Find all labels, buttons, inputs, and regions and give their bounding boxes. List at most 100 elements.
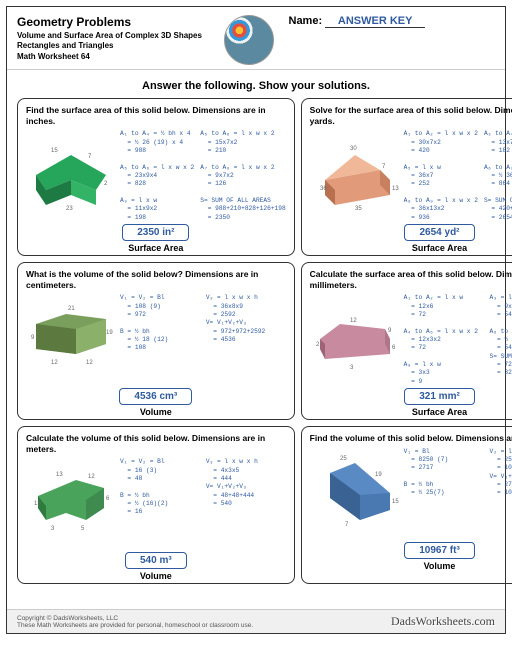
header-left: Geometry Problems Volume and Surface Are… <box>17 15 224 65</box>
shape-diagram: 30 7 13 35 36 <box>310 130 400 215</box>
answer-value: 10967 ft³ <box>404 542 475 559</box>
svg-text:3: 3 <box>51 526 55 532</box>
answer-value: 321 mm² <box>404 388 475 405</box>
answer-row: 4536 cm³ Volume <box>26 388 286 417</box>
problem-1: Find the surface area of this solid belo… <box>17 98 295 256</box>
svg-text:25: 25 <box>340 456 347 462</box>
footer: Copyright © DadsWorksheets, LLC These Ma… <box>7 609 505 633</box>
svg-text:12: 12 <box>88 474 95 480</box>
svg-text:6: 6 <box>106 496 110 502</box>
calc-right: A₃ = l x w = 9x6 = 54 A₆ to A₇ = ½ bh x … <box>490 294 512 386</box>
answer-label: Volume <box>26 407 286 417</box>
problem-2: Solve for the surface area of this solid… <box>301 98 512 256</box>
svg-text:35: 35 <box>355 206 362 212</box>
calc-right: V₃ = l x w x h = 36x8x9 = 2592 V= V₁+V₂+… <box>206 294 286 386</box>
calc-left: A₁ to A₄ = ½ bh x 4 = ½ 26 (19) x 4 = 98… <box>120 130 194 222</box>
svg-text:19: 19 <box>375 472 382 478</box>
footer-left: Copyright © DadsWorksheets, LLC These Ma… <box>17 615 253 629</box>
instruction: Answer the following. Show your solution… <box>7 70 505 98</box>
calculations: V₁ = V₂ = Bl = 108 (9) = 972 B = ½ bh = … <box>120 294 286 386</box>
svg-text:12: 12 <box>86 360 93 366</box>
answer-value: 2654 yd² <box>404 224 474 241</box>
footer-note: These Math Worksheets are provided for p… <box>17 622 253 629</box>
svg-text:6: 6 <box>392 345 396 351</box>
prompt: Find the volume of this solid below. Dim… <box>310 433 512 444</box>
workarea: 129632 A₁ to A₂ = l x w = 12x6 = 72 A₄ t… <box>310 294 512 386</box>
svg-text:7: 7 <box>382 164 386 170</box>
answer-label: Surface Area <box>310 407 512 417</box>
answer-value: 2350 in² <box>122 224 189 241</box>
shape-diagram: 21 19 12 12 9 <box>26 294 116 379</box>
svg-text:19: 19 <box>106 330 113 336</box>
calc-right: V₃ = l x w x h = 4x3x5 = 444 V= V₁+V₂+V₃… <box>206 458 286 550</box>
answer-row: 2350 in² Surface Area <box>26 224 286 253</box>
answer-row: 2654 yd² Surface Area <box>310 224 512 253</box>
calc-right: A₅ to A₆ = l x w x 2 = 15x7x2 = 210 A₇ t… <box>200 130 285 222</box>
workarea: 2519157 V₁ = Bl = 8250 (7) = 2717 B = ½ … <box>310 448 512 540</box>
answer-row: 10967 ft³ Volume <box>310 542 512 571</box>
calculations: V₁ = V₂ = Bl = 16 (3) = 48 B = ½ bh = ½ … <box>120 458 286 550</box>
problem-5: Calculate the volume of this solid below… <box>17 426 295 584</box>
problem-grid: Find the surface area of this solid belo… <box>7 98 505 584</box>
answer-label: Volume <box>26 571 286 581</box>
svg-text:30: 30 <box>350 146 357 152</box>
calculations: V₁ = Bl = 8250 (7) = 2717 B = ½ bh = ½ 2… <box>404 448 512 540</box>
prompt: What is the volume of the solid below? D… <box>26 269 286 290</box>
answer-value: 540 m³ <box>125 552 187 569</box>
problem-3: What is the volume of the solid below? D… <box>17 262 295 420</box>
shape-diagram: 129632 <box>310 294 400 379</box>
svg-text:3: 3 <box>350 365 354 371</box>
svg-text:15: 15 <box>51 148 58 154</box>
svg-text:13: 13 <box>56 472 63 478</box>
name-label: Name: <box>289 15 323 27</box>
svg-text:15: 15 <box>392 499 399 505</box>
svg-text:23: 23 <box>66 206 73 212</box>
workarea: 30 7 13 35 36 A₁ to A₂ = l x w x 2 = 30x7x2 … <box>310 130 512 222</box>
svg-text:13: 13 <box>392 186 399 192</box>
problem-4: Calculate the surface area of this solid… <box>301 262 512 420</box>
svg-text:36: 36 <box>320 186 327 192</box>
calc-left: V₁ = V₂ = Bl = 16 (3) = 48 B = ½ bh = ½ … <box>120 458 200 550</box>
answer-value: 4536 cm³ <box>119 388 192 405</box>
svg-text:13: 13 <box>34 501 41 507</box>
svg-text:12: 12 <box>350 318 357 324</box>
answer-row: 540 m³ Volume <box>26 552 286 581</box>
name-field: Name: ANSWER KEY <box>274 15 496 65</box>
shape-diagram: 13 12 6 5 3 13 <box>26 458 116 543</box>
svg-text:2: 2 <box>316 342 320 348</box>
subtitle-1: Volume and Surface Area of Complex 3D Sh… <box>17 31 224 41</box>
answer-label: Surface Area <box>26 243 286 253</box>
calc-left: A₁ to A₂ = l x w x 2 = 30x7x2 = 420 A₅ =… <box>404 130 478 222</box>
workarea: 15 7 2 23 A₁ to A₄ = ½ bh x 4 = ½ 26 (19) x… <box>26 130 286 222</box>
calc-left: V₁ = V₂ = Bl = 108 (9) = 972 B = ½ bh = … <box>120 294 200 386</box>
subtitle-3: Math Worksheet 64 <box>17 52 224 62</box>
svg-text:12: 12 <box>51 360 58 366</box>
prompt: Find the surface area of this solid belo… <box>26 105 286 126</box>
answer-row: 321 mm² Surface Area <box>310 388 512 417</box>
workarea: 13 12 6 5 3 13 V₁ = V₂ = Bl = 16 (3) = 48 B =… <box>26 458 286 550</box>
svg-text:7: 7 <box>88 154 92 160</box>
calculations: A₁ to A₄ = ½ bh x 4 = ½ 26 (19) x 4 = 98… <box>120 130 286 222</box>
copyright: Copyright © DadsWorksheets, LLC <box>17 615 253 622</box>
calc-left: A₁ to A₂ = l x w = 12x6 = 72 A₄ to A₅ = … <box>404 294 484 386</box>
answer-label: Surface Area <box>310 243 512 253</box>
worksheet-page: Geometry Problems Volume and Surface Are… <box>6 6 506 634</box>
calc-right: A₃ to A₄ = l x w x 2 = 13x7x2 = 182 A₆ t… <box>484 130 512 222</box>
title: Geometry Problems <box>17 15 224 29</box>
workarea: 21 19 12 12 9 V₁ = V₂ = Bl = 108 (9) = 972 B… <box>26 294 286 386</box>
calc-right: V₂ = l x w x h = 25x7+8250 = 10967 V= V₁… <box>490 448 512 540</box>
calculations: A₁ to A₂ = l x w = 12x6 = 72 A₄ to A₅ = … <box>404 294 512 386</box>
calculations: A₁ to A₂ = l x w x 2 = 30x7x2 = 420 A₅ =… <box>404 130 512 222</box>
problem-6: Find the volume of this solid below. Dim… <box>301 426 512 584</box>
svg-text:2: 2 <box>104 181 108 187</box>
footer-brand: DadsWorksheets.com <box>391 614 495 629</box>
svg-text:5: 5 <box>81 526 85 532</box>
svg-text:9: 9 <box>31 335 35 341</box>
subtitle-2: Rectangles and Triangles <box>17 41 224 51</box>
prompt: Calculate the volume of this solid below… <box>26 433 286 454</box>
calc-left: V₁ = Bl = 8250 (7) = 2717 B = ½ bh = ½ 2… <box>404 448 484 540</box>
shape-diagram: 15 7 2 23 <box>26 130 116 215</box>
answer-key-text: ANSWER KEY <box>325 15 425 28</box>
shape-diagram: 2519157 <box>310 448 400 533</box>
svg-text:21: 21 <box>68 306 75 312</box>
